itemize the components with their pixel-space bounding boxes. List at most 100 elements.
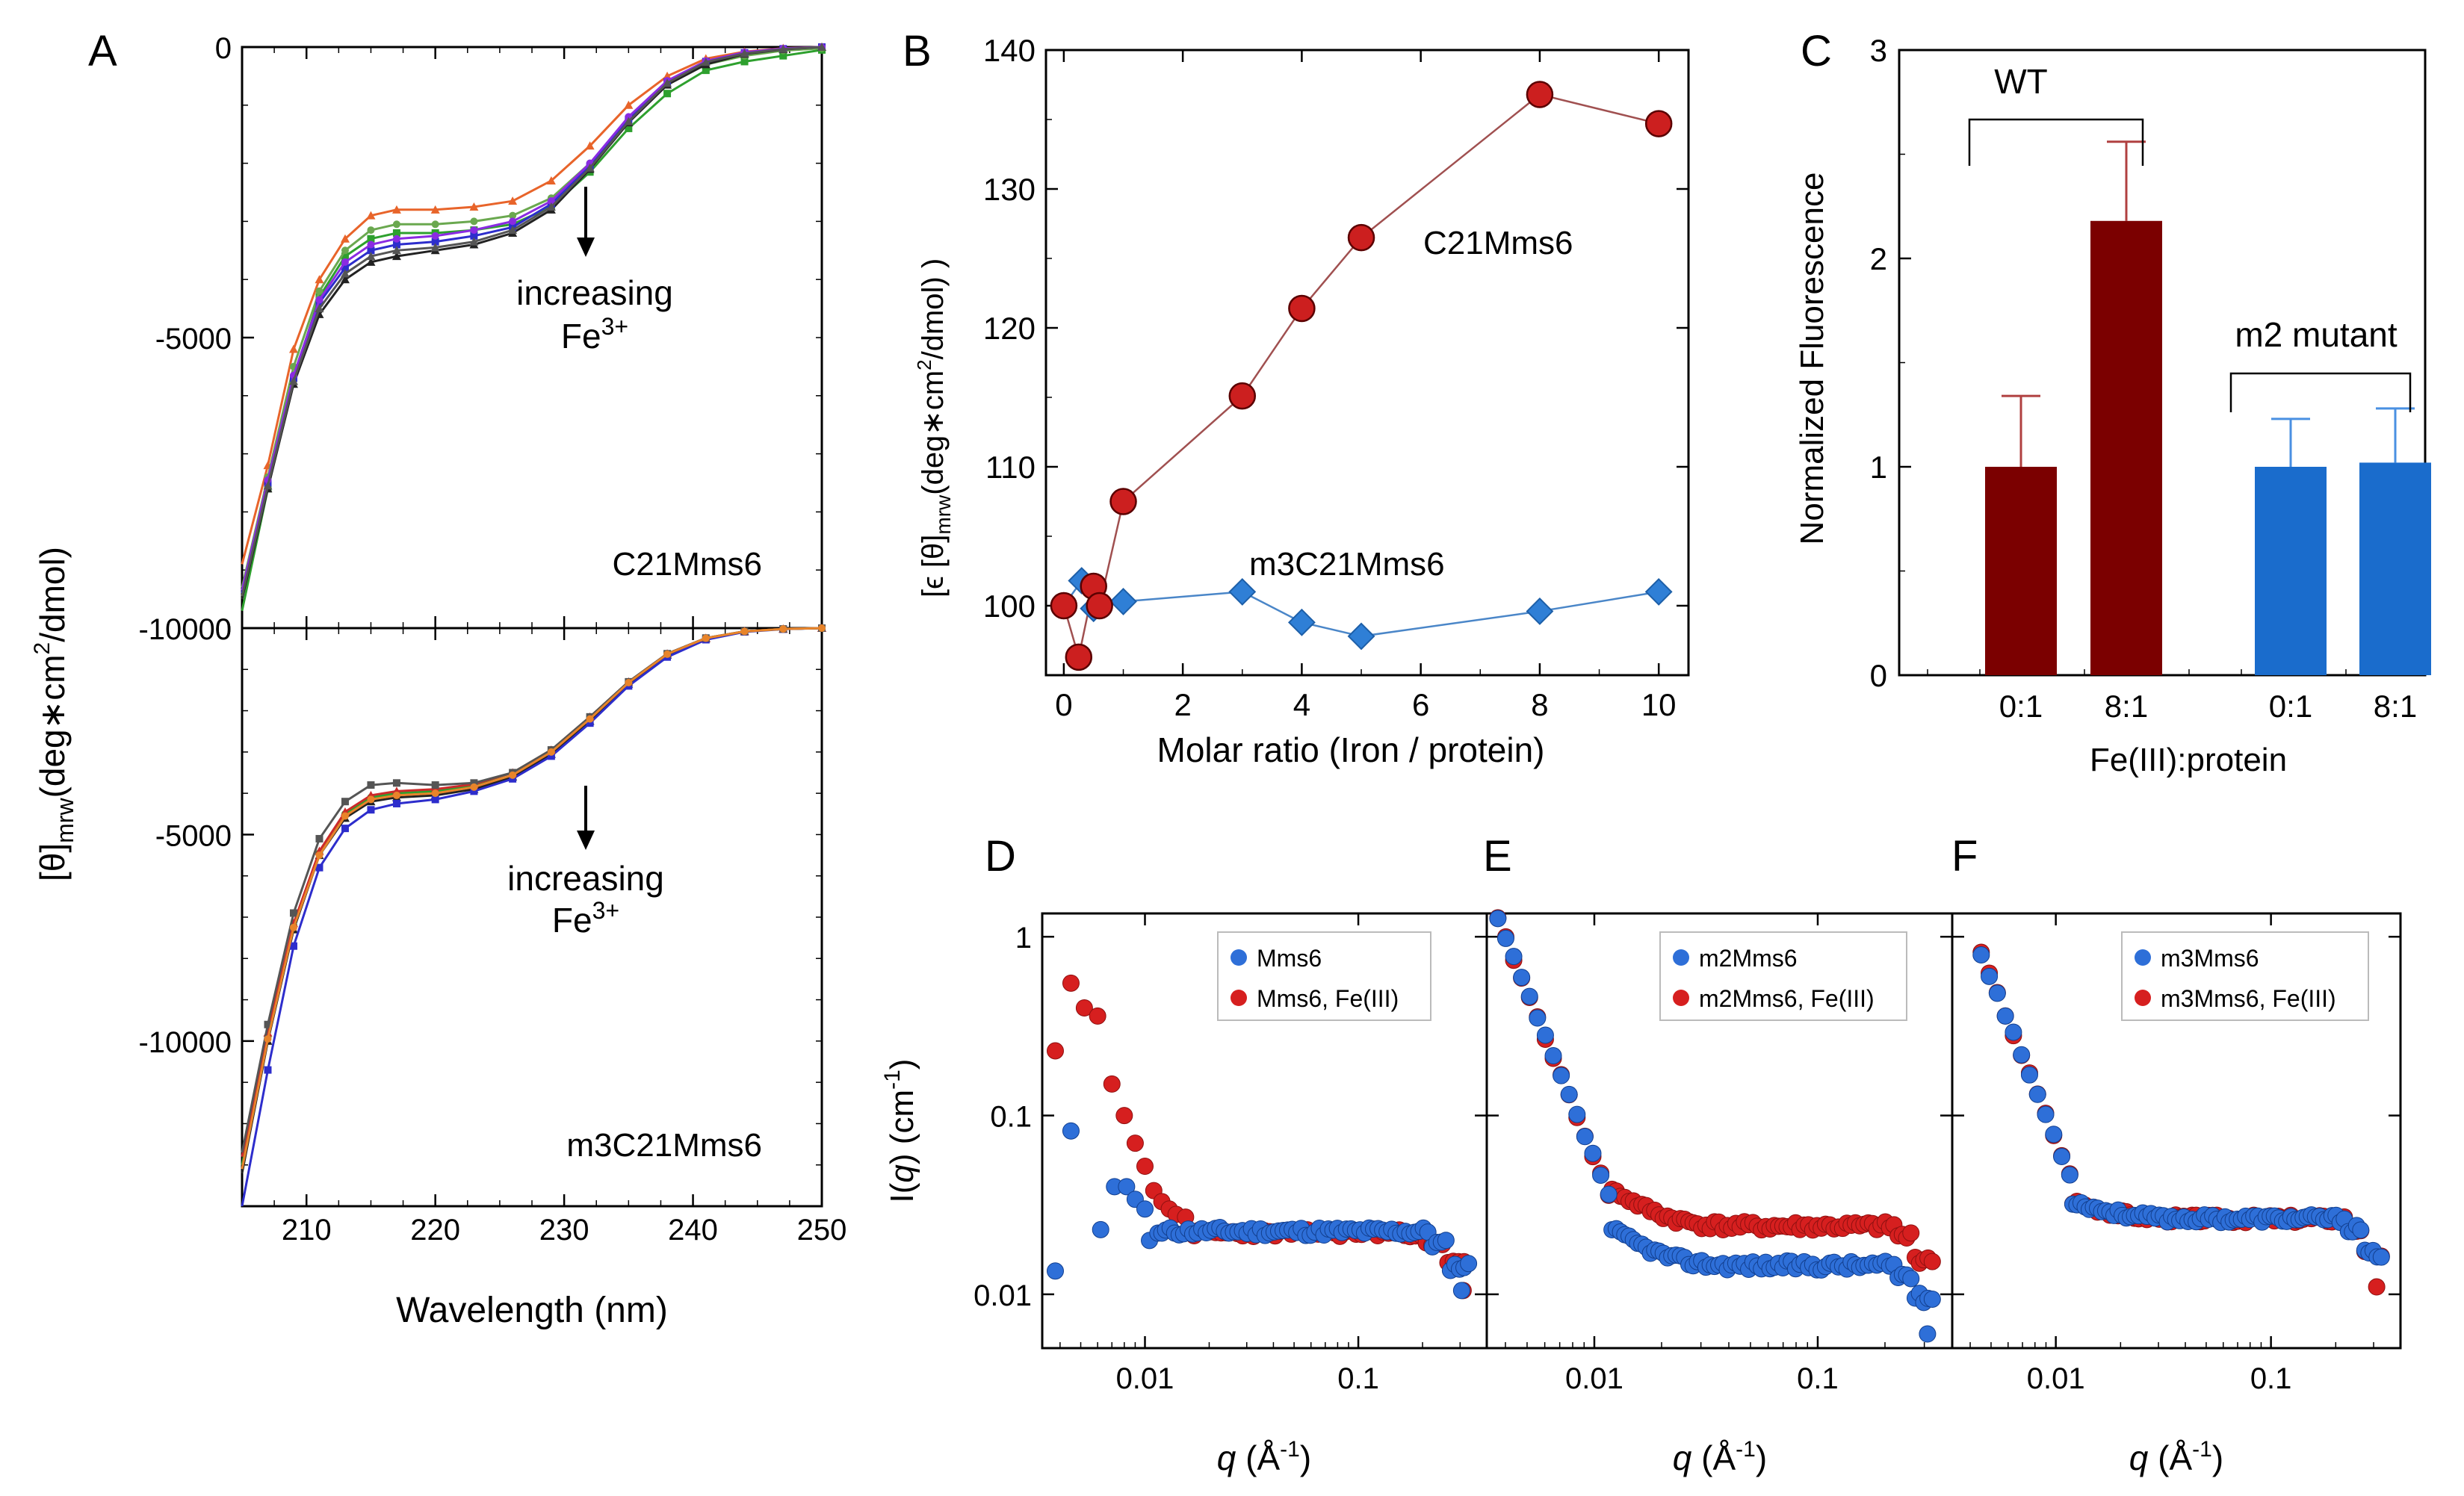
cd-marker (392, 240, 400, 249)
point-c21mms6 (1644, 110, 1673, 137)
panel-c-label: C (1801, 27, 1832, 75)
point-mms6 (1092, 1220, 1109, 1238)
x-tick-label: 210 (282, 1214, 332, 1247)
point-mms6 (1437, 1232, 1455, 1250)
y-tick-label: -10000 (138, 1026, 232, 1059)
bar (2255, 467, 2327, 675)
x-tick-label: 8 (1531, 687, 1548, 722)
cd-marker (366, 257, 376, 266)
cd-marker (470, 779, 478, 787)
cd-marker (547, 197, 555, 205)
cd-marker (585, 163, 595, 172)
legend-box (1217, 931, 1431, 1021)
point-mms6 (1118, 1178, 1136, 1196)
cd-series-line (241, 627, 823, 1170)
x-tick-label: 0.01 (2027, 1362, 2085, 1395)
cd-marker (367, 235, 375, 243)
point-m3c21mms6 (1109, 588, 1137, 615)
y-tick-label: 120 (983, 311, 1036, 346)
point-m2mms6-fe-iii- (1902, 1224, 1920, 1242)
cd-series-line (241, 46, 823, 600)
cd-marker (264, 1020, 272, 1028)
panel-b-label: B (903, 27, 932, 75)
point-m3mms6 (2037, 1105, 2055, 1123)
cd-marker (586, 719, 594, 727)
cd-marker (391, 252, 401, 261)
point-mms6-fe-iii- (1046, 1042, 1064, 1060)
cd-marker (430, 243, 440, 252)
cd-series-line (241, 627, 823, 1207)
panel-d-label: D (985, 832, 1016, 881)
panel-c-bracket-wt (1968, 118, 2144, 166)
cd-marker (366, 252, 376, 261)
panel-f-points (1972, 943, 2390, 1296)
point-c21mms6 (1347, 223, 1375, 252)
panel-a: A 0 -5000 -10000 0 -5000 -10000 210 220 230 240 2… (30, 27, 846, 1330)
panel-f-xlabel: q (Å-1) (2129, 1437, 2223, 1477)
point-mms6-fe-iii- (1115, 1107, 1133, 1125)
panel-a-top-axis: 0 -5000 -10000 (138, 32, 823, 646)
y-tick-label: 3 (1870, 33, 1887, 68)
point-c21mms6 (1050, 592, 1078, 620)
cd-marker (341, 825, 349, 833)
cd-marker (431, 238, 439, 246)
legend-marker-red (2135, 990, 2151, 1006)
y-tick-label: 110 (985, 450, 1036, 485)
cd-marker (315, 851, 324, 860)
panel-e-points (1489, 909, 1941, 1343)
x-tick-label: 4 (1293, 687, 1310, 722)
point-m2mms6 (1536, 1026, 1554, 1044)
cd-marker (470, 232, 478, 240)
cd-marker (430, 205, 440, 214)
point-m3mms6 (1972, 946, 1990, 963)
point-c21mms6 (1109, 488, 1137, 515)
panel-c-bracket-m2 (2229, 372, 2412, 412)
cd-marker (740, 627, 749, 636)
cd-marker (367, 806, 375, 814)
point-mms6-fe-iii- (1103, 1075, 1121, 1093)
panel-a-bottom-frame (241, 627, 823, 1208)
panel-a-bottom-series (241, 624, 826, 1207)
point-m2mms6 (1505, 948, 1523, 966)
legend-marker-red (1673, 990, 1689, 1006)
cd-marker (431, 232, 439, 240)
cd-marker (340, 269, 350, 278)
cd-marker (264, 1035, 272, 1043)
y-tick-label: 2 (1870, 241, 1887, 276)
x-tick-label: 0:1 (1999, 689, 2043, 724)
panel-c: C 0 1 2 3 0:1 8:1 0:1 8:1 Normalized Fluoresce… (1794, 27, 2431, 778)
legend-marker-blue (2135, 949, 2151, 966)
point-m2mms6 (1919, 1325, 1937, 1343)
cd-marker (508, 226, 518, 235)
cd-marker (341, 258, 349, 266)
cd-marker (392, 229, 400, 237)
x-tick-label: 0 (1055, 687, 1072, 722)
panel-b-label-m3c21mms6: m3C21Mms6 (1249, 546, 1445, 583)
point-mms6-fe-iii- (1136, 1158, 1154, 1176)
cd-marker (341, 246, 349, 255)
point-m3c21mms6 (1347, 622, 1375, 651)
panel-f-label: F (1951, 832, 1978, 881)
x-tick-label: 2 (1174, 687, 1191, 722)
cd-marker (367, 795, 375, 804)
panel-b-series (1050, 81, 1673, 671)
point-m3mms6 (2352, 1221, 2370, 1239)
x-tick-label: 250 (797, 1214, 847, 1247)
point-m3mms6 (2028, 1085, 2046, 1103)
panel-b: B 0 2 4 6 8 10 100 110 120 130 140 Molar ratio (Ir… (903, 27, 1690, 769)
cd-marker (431, 789, 439, 798)
cd-marker (315, 863, 324, 872)
point-m2mms6 (1584, 1144, 1602, 1162)
y-tick-label: 0 (1870, 658, 1887, 693)
x-tick-label: 10 (1641, 687, 1677, 722)
cd-marker (367, 781, 375, 789)
point-mms6-fe-iii- (1075, 999, 1093, 1017)
panel-a-xlabel: Wavelength (nm) (396, 1291, 668, 1330)
panel-d-legend: Mms6 Mms6, Fe(III) (1217, 931, 1431, 1021)
point-m3c21mms6 (1287, 608, 1316, 636)
y-tick-label: 0.1 (990, 1101, 1032, 1134)
panel-a-bottom-annotation: increasing (507, 859, 664, 898)
panel-d: D 0.01 0.1 1 0.1 0.01 Mms6 Mms6, Fe(III) I(q)… (880, 832, 1488, 1477)
bar (2359, 462, 2431, 675)
